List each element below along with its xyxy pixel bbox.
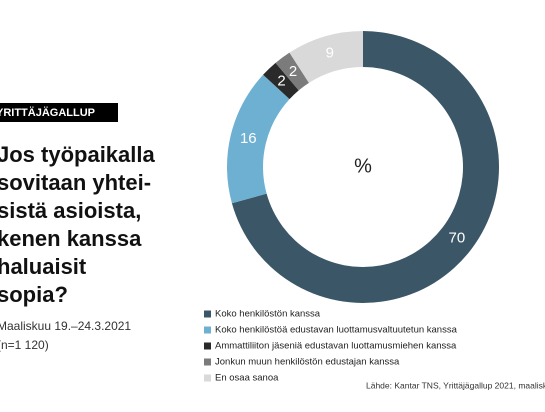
title-line: kenen kanssa — [0, 226, 142, 251]
donut-segment — [275, 52, 309, 91]
badge-bg — [0, 103, 118, 122]
title-line: haluaisit — [0, 254, 87, 279]
legend-label: Jonkun muun henkilöstön edustajan kanssa — [215, 357, 400, 368]
title-line: sovitaan yhtei- — [0, 170, 151, 195]
legend-swatch — [204, 310, 211, 318]
legend-label: Ammattiliiton jäseniä edustavan luottamu… — [215, 341, 457, 352]
title-line: sopia? — [0, 282, 68, 307]
legend-swatch — [204, 342, 211, 350]
center-label: % — [354, 155, 372, 177]
legend-swatch — [204, 374, 211, 382]
subtitle-line: Maaliskuu 19.–24.3.2021 — [0, 319, 131, 333]
value-label: 2 — [289, 63, 297, 80]
legend-swatch — [204, 326, 211, 334]
value-label: 16 — [240, 130, 257, 147]
donut-segment — [263, 62, 299, 100]
value-label: 2 — [277, 73, 285, 90]
title-line: Jos työpaikalla — [0, 142, 156, 167]
subtitle-line: (n=1 120) — [0, 338, 49, 352]
legend-label: Koko henkilöstön kanssa — [215, 309, 321, 320]
donut-segment — [289, 31, 363, 83]
donut-segment — [227, 74, 290, 204]
legend-label: En osaa sanoa — [215, 373, 279, 384]
value-label: 9 — [326, 45, 334, 62]
source: Lähde: Kantar TNS, Yrittäjägallup 2021, … — [366, 380, 545, 390]
badge: YRITTÄJÄGALLUP — [0, 106, 95, 119]
legend-label: Koko henkilöstöä edustavan luottamusvalt… — [215, 325, 458, 336]
value-label: 70 — [449, 229, 466, 246]
legend-swatch — [204, 358, 211, 366]
title-line: sistä asioista, — [0, 198, 141, 223]
